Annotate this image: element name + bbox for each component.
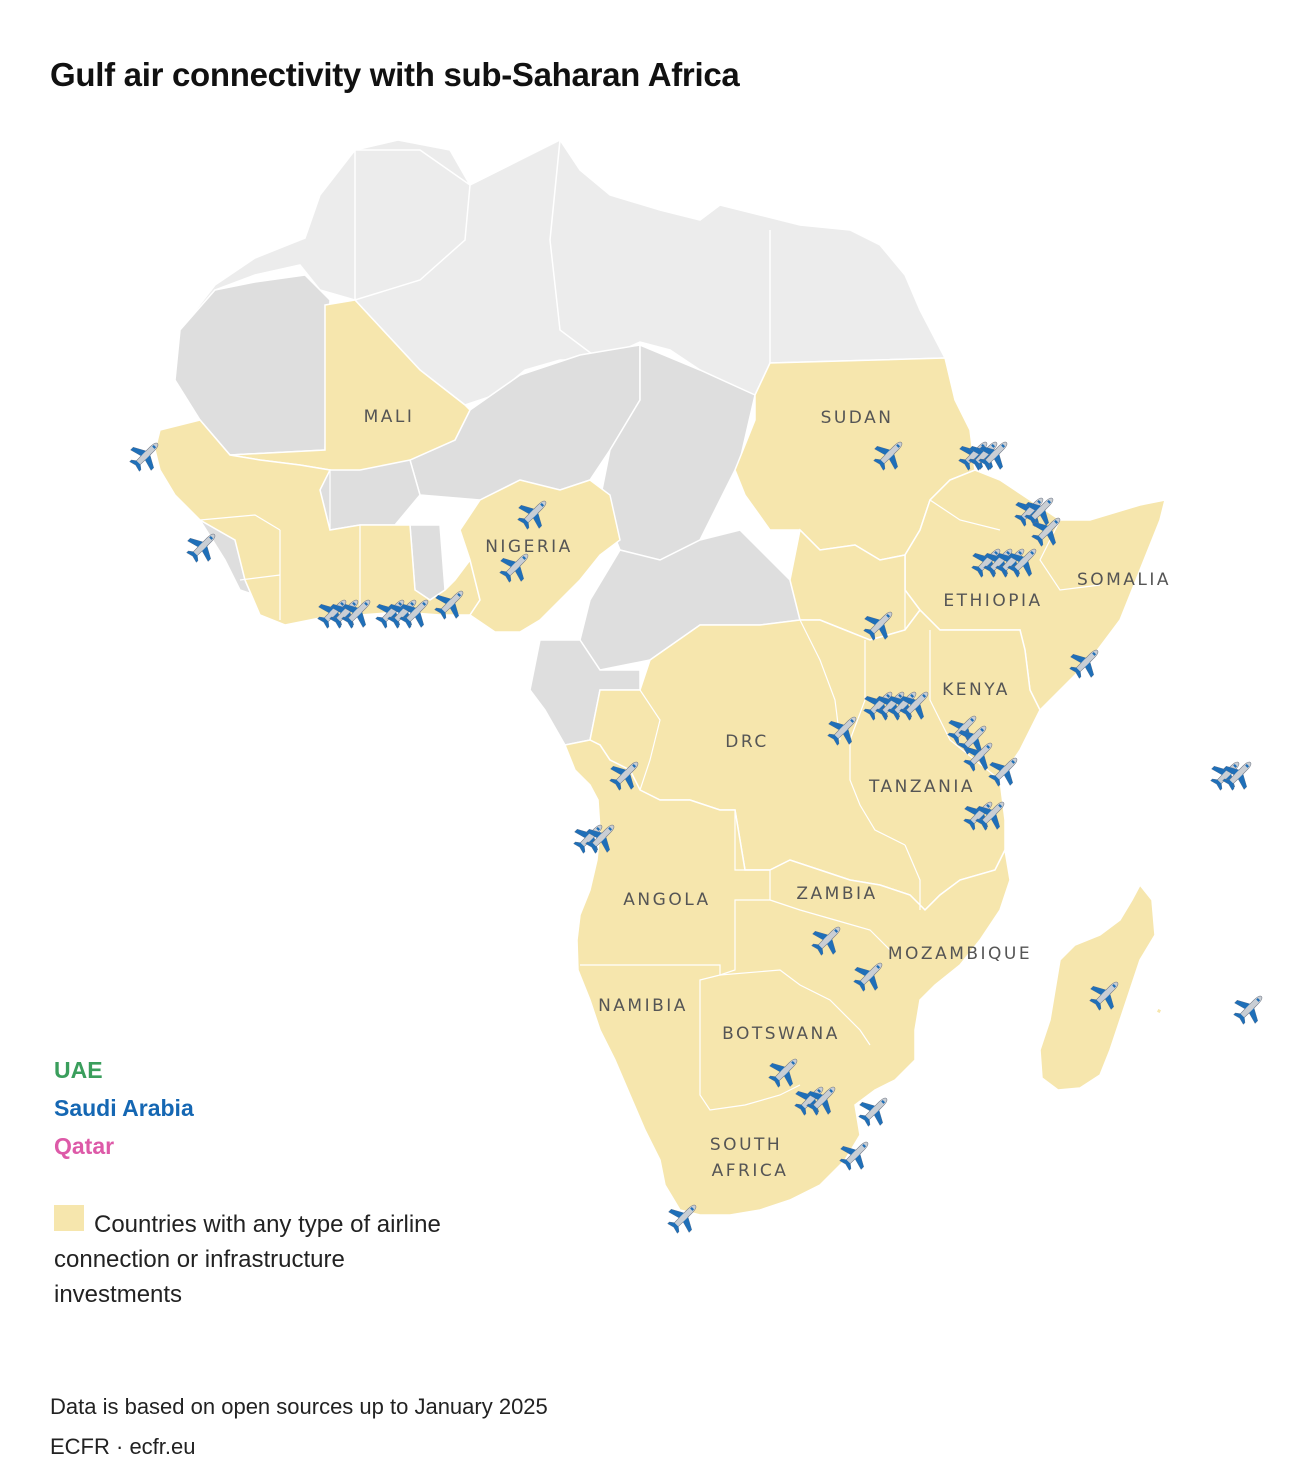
source-credit: ECFR · ecfr.eu bbox=[50, 1434, 196, 1459]
label-kenya: KENYA bbox=[942, 680, 1010, 700]
legend-qatar: Qatar bbox=[54, 1133, 115, 1159]
airplane-icon bbox=[1232, 990, 1268, 1026]
label-ethiopia: ETHIOPIA bbox=[943, 591, 1042, 611]
page-title: Gulf air connectivity with sub-Saharan A… bbox=[50, 56, 740, 93]
grey-countries bbox=[174, 274, 863, 1163]
label-nigeria: NIGERIA bbox=[485, 537, 573, 557]
highlighted-countries bbox=[154, 299, 1167, 1216]
country-labels: MALI SUDAN NIGERIA ETHIOPIA SOMALIA KENY… bbox=[364, 407, 1171, 1181]
label-angola: ANGOLA bbox=[623, 890, 710, 910]
label-namibia: NAMIBIA bbox=[598, 996, 688, 1016]
legend-uae: UAE bbox=[54, 1057, 103, 1083]
legend-highlight-label: Countries with any type of airline conne… bbox=[54, 1211, 441, 1308]
label-drc: DRC bbox=[725, 732, 768, 752]
label-tanzania: TANZANIA bbox=[868, 777, 975, 797]
label-sudan: SUDAN bbox=[821, 408, 894, 428]
label-mali: MALI bbox=[364, 407, 415, 427]
data-note: Data is based on open sources up to Janu… bbox=[50, 1394, 548, 1419]
label-somalia: SOMALIA bbox=[1077, 570, 1171, 590]
legend-swatch bbox=[54, 1205, 84, 1231]
country-borders bbox=[199, 470, 1101, 1111]
label-south-africa: SOUTH AFRICA bbox=[710, 1135, 790, 1181]
label-botswana: BOTSWANA bbox=[722, 1024, 840, 1044]
legend-saudi-arabia: Saudi Arabia bbox=[54, 1095, 194, 1121]
country-nigeria bbox=[459, 479, 621, 633]
country-angola-south bbox=[563, 739, 1011, 1216]
label-mozambique: MOZAMBIQUE bbox=[888, 944, 1032, 964]
label-zambia: ZAMBIA bbox=[796, 884, 877, 904]
